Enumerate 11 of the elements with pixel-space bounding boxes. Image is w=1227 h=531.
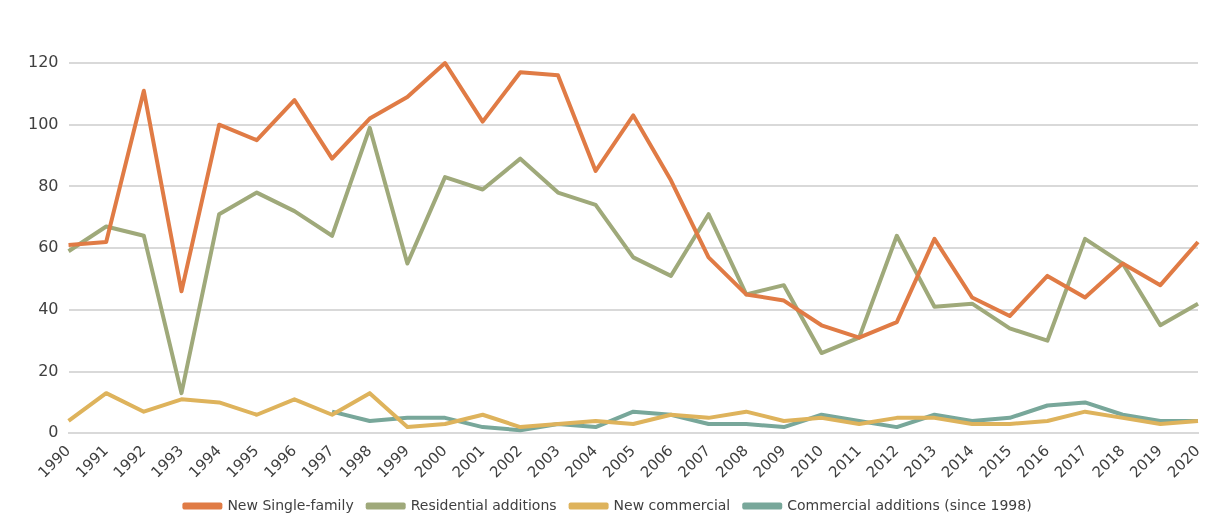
y-tick-label: 100 <box>27 113 59 133</box>
legend-label: Residential additions <box>410 496 557 513</box>
legend-label: New commercial <box>613 496 731 513</box>
legend-label: New Single-family <box>227 496 354 513</box>
legend-label: Commercial additions (since 1998) <box>787 496 1032 513</box>
y-tick-label: 80 <box>38 175 59 195</box>
y-tick-label: 40 <box>38 299 59 319</box>
y-tick-label: 0 <box>48 422 59 442</box>
y-tick-label: 120 <box>27 52 59 72</box>
y-tick-label: 20 <box>38 360 59 380</box>
y-tick-label: 60 <box>38 237 59 257</box>
